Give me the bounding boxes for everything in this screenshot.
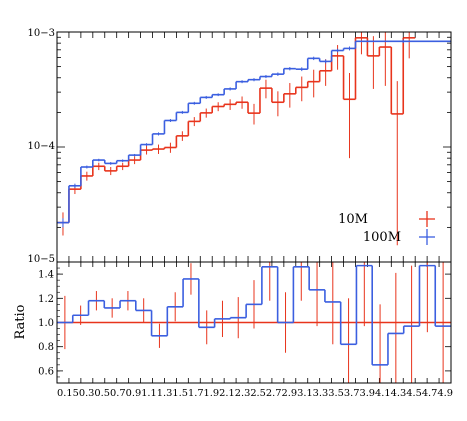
chart-marks	[57, 32, 451, 383]
ratio-axis-label: Ratio	[13, 304, 28, 339]
legend-label-100m: 100M	[363, 230, 401, 245]
x-tick-label-run: 0.150.30.50.70.91.11.31.51.71.92.12.32.5…	[57, 388, 453, 399]
ratio-y-tick-labels: 0.6 0.8 1.0 1.2 1.4	[38, 270, 54, 378]
main-y-tick-label-1e-4: 10−4	[28, 141, 55, 152]
main-y-tick-label-1e-5: 10−5	[28, 254, 55, 265]
legend-label-10m: 10M	[338, 212, 368, 227]
ratio-y-tick-label: 0.6	[38, 366, 54, 377]
x-tick-labels: 0.150.30.50.70.91.11.31.51.71.92.12.32.5…	[57, 388, 453, 399]
ratio-y-tick-label: 1.2	[38, 294, 54, 305]
ratio-y-tick-label: 0.8	[38, 342, 54, 353]
ratio-plot-frame	[56, 261, 452, 384]
legend-marker-100m	[419, 229, 435, 245]
main-y-tick-label-1e-3: 10−3	[28, 28, 55, 39]
series-100m	[57, 39, 451, 228]
legend: 10M 100M	[338, 211, 435, 245]
series-10m	[57, 32, 416, 246]
ratio-y-tick-label: 1.0	[38, 318, 54, 329]
legend-marker-10m	[419, 211, 435, 227]
ratio-series	[57, 262, 451, 383]
ratio-panel	[56, 261, 452, 384]
ratio-y-tick-label: 1.4	[38, 270, 54, 281]
main-panel	[56, 31, 452, 263]
